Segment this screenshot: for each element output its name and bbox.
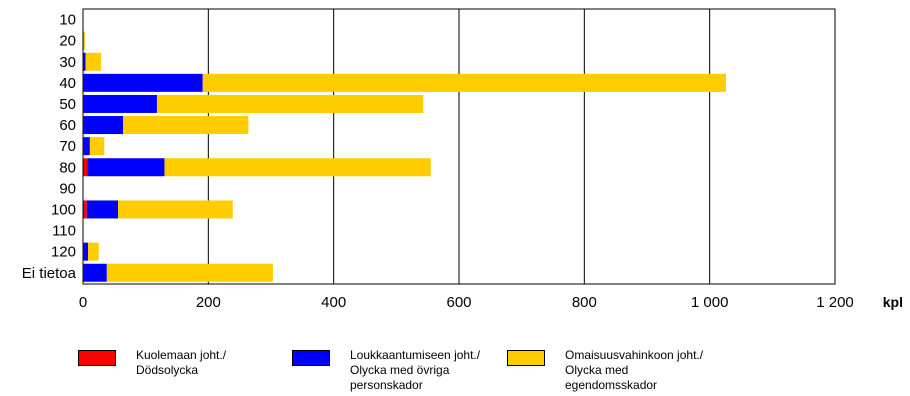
legend-label-line: personskador	[350, 378, 423, 392]
legend-label-line: Loukkaantumiseen joht./	[350, 348, 481, 362]
y-tick-label: 60	[59, 117, 76, 134]
bar-segment	[88, 242, 99, 261]
bar-segment	[83, 158, 88, 177]
legend-label-line: Omaisuusvahinkoon joht./	[565, 348, 704, 362]
bar-segment	[83, 73, 203, 92]
x-tick-label: 600	[446, 294, 471, 311]
x-tick-label: 800	[572, 294, 597, 311]
legend: Kuolemaan joht./ Dödsolycka Loukkaantumi…	[78, 348, 838, 396]
bar-segment	[83, 52, 86, 71]
bar-segment	[202, 73, 726, 92]
y-tick-label: 100	[51, 201, 76, 218]
bar-segment	[83, 116, 124, 135]
gridlines	[207, 9, 711, 284]
bar-segment	[164, 158, 431, 177]
plot-frame	[82, 8, 836, 285]
bar-segment	[83, 263, 107, 282]
y-tick-label: 90	[59, 180, 76, 197]
legend-label: Omaisuusvahinkoon joht./ Olycka med egen…	[565, 348, 703, 393]
y-tick-labels: 10 20 30 40 50 60 70 80 90 100 110 120 Ei tietoa	[22, 12, 77, 282]
legend-item-omaisuusvahinkoon: Omaisuusvahinkoon joht./ Olycka med egen…	[507, 348, 703, 393]
legend-label-line: Olycka med övriga	[350, 363, 450, 377]
bar-segment	[123, 116, 249, 135]
bar-segment	[83, 31, 85, 50]
bar-segment	[85, 52, 102, 71]
y-tick-label: 10	[59, 12, 76, 29]
bar-segment	[83, 242, 89, 261]
bar-segment	[118, 200, 233, 219]
y-tick-label: 80	[59, 159, 76, 176]
legend-label-line: Dödsolycka	[136, 363, 199, 377]
y-tick-label: 50	[59, 96, 76, 113]
x-tick-label: 400	[321, 294, 346, 311]
legend-swatch-yellow	[507, 350, 545, 366]
bars	[83, 31, 726, 282]
legend-label-line: egendomsskador	[565, 378, 658, 392]
bar-segment	[83, 200, 87, 219]
y-tick-label: Ei tietoa	[22, 265, 77, 282]
y-tick-label: 70	[59, 138, 76, 155]
legend-item-loukkaantumiseen: Loukkaantumiseen joht./ Olycka med övrig…	[292, 348, 480, 393]
x-tick-labels: 0 200 400 600 800 1 000 1 200	[79, 294, 854, 311]
legend-label-line: Kuolemaan joht./	[136, 348, 227, 362]
bar-segment	[87, 158, 165, 177]
legend-swatch-blue	[292, 350, 330, 366]
x-tick-label: 200	[196, 294, 221, 311]
x-tick-label: 1 000	[691, 294, 729, 311]
legend-label: Loukkaantumiseen joht./ Olycka med övrig…	[350, 348, 480, 393]
bar-segment	[83, 94, 157, 113]
y-tick-label: 110	[52, 223, 76, 240]
y-tick-label: 20	[59, 33, 76, 50]
bar-segment	[86, 200, 119, 219]
legend-label-line: Olycka med	[565, 363, 629, 377]
y-tick-label: 30	[59, 54, 76, 71]
bar-segment	[156, 94, 424, 113]
bar-segment	[83, 137, 90, 156]
legend-swatch-red	[78, 350, 116, 366]
legend-item-kuolemaan: Kuolemaan joht./ Dödsolycka	[78, 348, 226, 378]
x-unit-label: kpl	[883, 294, 903, 310]
legend-label: Kuolemaan joht./ Dödsolycka	[136, 348, 226, 378]
y-tick-label: 40	[59, 75, 76, 92]
y-tick-label: 120	[51, 244, 76, 261]
x-tick-label: 0	[79, 294, 87, 311]
x-tick-label: 1 200	[816, 294, 854, 311]
bar-segment	[106, 263, 273, 282]
bar-segment	[89, 137, 105, 156]
